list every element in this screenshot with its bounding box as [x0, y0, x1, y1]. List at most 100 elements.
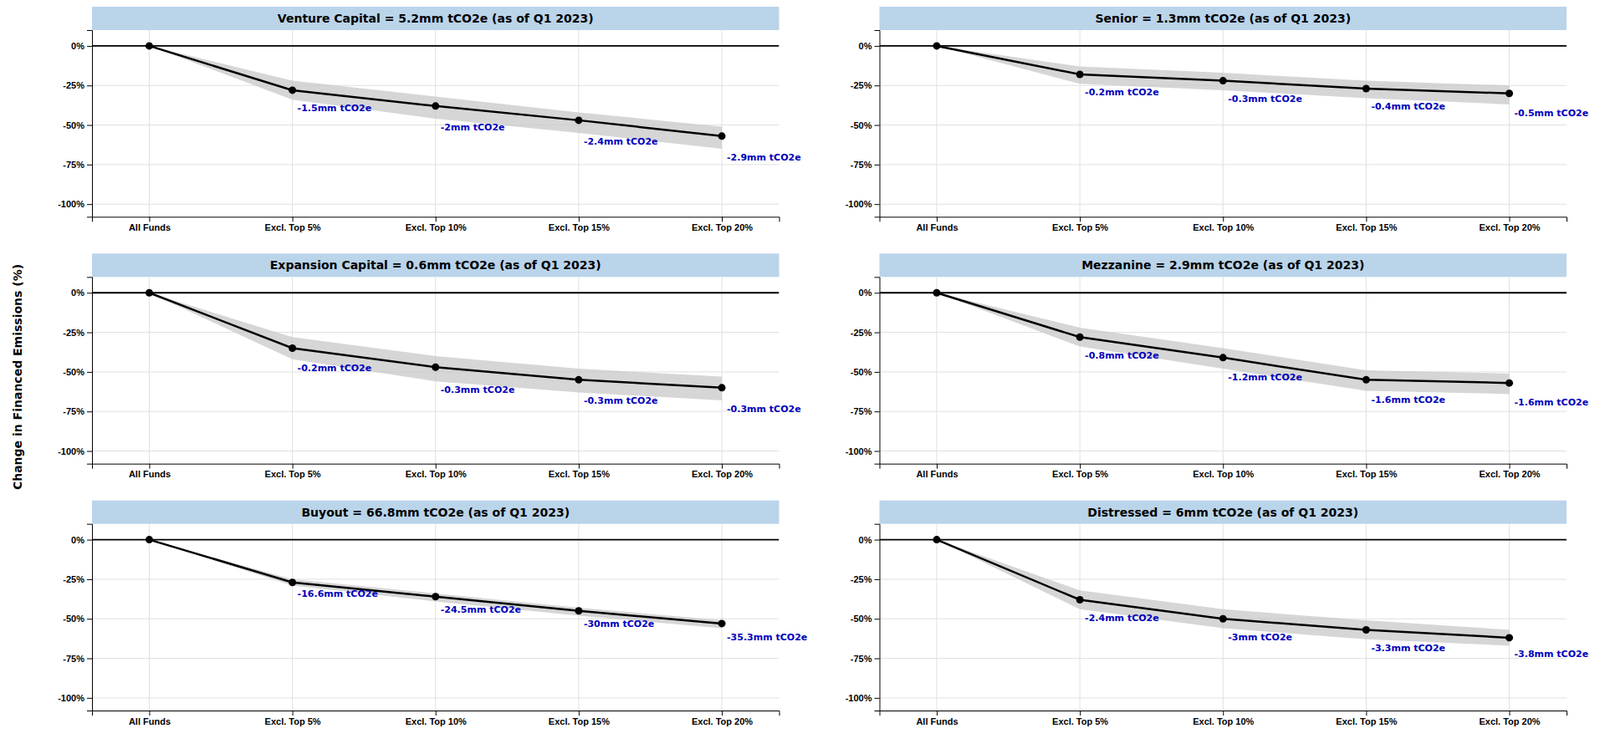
grid-line: [935, 524, 937, 711]
annotation: -2.4mm tCO2e: [583, 136, 659, 148]
y-tick: -50%: [62, 120, 93, 131]
y-tick: -75%: [850, 406, 880, 417]
tick-mark: [1365, 710, 1367, 716]
reference-line: [92, 291, 780, 294]
plot-area: -2.4mm tCO2e-3mm tCO2e-3.3mm tCO2e-3.8mm…: [845, 524, 1589, 727]
axis-line: [874, 524, 881, 711]
y-tick: -100%: [57, 693, 93, 704]
tick-label: All Funds: [128, 469, 171, 480]
tick-label: -75%: [62, 159, 85, 170]
tick-label: -50%: [850, 367, 873, 378]
marker: [1219, 615, 1227, 624]
y-tick: -75%: [850, 654, 880, 665]
axis-line: [92, 711, 781, 717]
tick-mark: [86, 579, 93, 581]
band: [148, 46, 722, 149]
tick-mark: [292, 216, 294, 222]
marks: [879, 536, 1568, 646]
chart-title: Expansion Capital = 0.6mm tCO2e (as of Q…: [270, 258, 602, 272]
annotation: -1.2mm tCO2e: [1227, 372, 1303, 384]
x-tick: All Funds: [915, 710, 958, 727]
tick-label: -75%: [850, 406, 873, 417]
x-tick: Excl. Top 5%: [1052, 710, 1109, 727]
plot-area: -0.2mm tCO2e-0.3mm tCO2e-0.3mm tCO2e-0.3…: [57, 276, 801, 480]
axis-line: [874, 30, 881, 218]
tick-mark: [874, 579, 880, 581]
title-bar: [879, 6, 1568, 31]
tick-label: Excl. Top 15%: [1335, 222, 1397, 233]
tick-label: Excl. Top 15%: [548, 222, 610, 233]
annotation: -3.8mm tCO2e: [1514, 649, 1590, 660]
y-axis: 0%-25%-50%-75%-100%: [57, 30, 93, 218]
marker: [932, 536, 941, 544]
line: [148, 292, 722, 389]
tick-mark: [874, 372, 880, 374]
y-tick: -75%: [62, 654, 93, 665]
tick-mark: [721, 710, 723, 716]
x-tick: Excl. Top 10%: [1192, 710, 1254, 727]
x-tick: Excl. Top 15%: [548, 710, 610, 727]
annotation: -0.3mm tCO2e: [726, 403, 802, 415]
x-axis: All FundsExcl. Top 5%Excl. Top 10%Excl. …: [879, 216, 1568, 233]
grid-line: [879, 45, 1568, 47]
tick-label: Excl. Top 20%: [691, 469, 753, 480]
tick-label: -50%: [62, 367, 85, 378]
y-tick: -50%: [850, 613, 880, 624]
x-axis: All FundsExcl. Top 5%Excl. Top 10%Excl. …: [879, 710, 1568, 727]
tick-mark: [1079, 710, 1081, 716]
axis-line: [86, 30, 93, 218]
title-bar: [92, 6, 780, 31]
marker: [574, 376, 583, 384]
marks: [92, 41, 780, 149]
band: [148, 540, 722, 629]
tick-mark: [86, 618, 93, 620]
tick-mark: [874, 85, 880, 87]
grid-line: [1222, 30, 1224, 217]
tick-mark: [874, 332, 880, 334]
grid-line: [148, 276, 150, 464]
tick-mark: [874, 292, 880, 294]
y-tick: 0%: [71, 535, 93, 546]
x-axis: All FundsExcl. Top 5%Excl. Top 10%Excl. …: [92, 464, 781, 481]
tick-mark: [721, 216, 723, 222]
grid-line: [721, 30, 723, 217]
tick-label: -25%: [62, 80, 85, 91]
tick-label: Excl. Top 10%: [1192, 222, 1254, 233]
y-tick: -100%: [845, 446, 880, 457]
x-tick: Excl. Top 15%: [1335, 216, 1397, 233]
subplot: Mezzanine = 2.9mm tCO2e (as of Q1 2023)-…: [845, 253, 1589, 480]
marker: [288, 86, 297, 94]
marker: [1505, 89, 1514, 98]
tick-label: All Funds: [915, 716, 958, 727]
annotation: -0.3mm tCO2e: [440, 384, 516, 396]
tick-mark: [874, 618, 880, 620]
reference-line: [879, 291, 1568, 294]
grid-line: [148, 524, 150, 711]
x-tick: Excl. Top 20%: [1478, 464, 1540, 481]
grid-line: [1079, 524, 1081, 711]
axis-line: [92, 464, 781, 469]
tick-label: Excl. Top 5%: [265, 716, 322, 727]
axis-line: [879, 464, 1568, 469]
x-tick: Excl. Top 15%: [1335, 464, 1397, 481]
grid: [92, 30, 780, 217]
tick-mark: [874, 46, 880, 47]
marks: [879, 289, 1568, 395]
x-tick: Excl. Top 20%: [691, 216, 753, 233]
tick-mark: [874, 659, 880, 660]
figure: Change in Financed Emissions (%)Venture …: [0, 0, 1600, 754]
y-tick: -75%: [62, 406, 93, 417]
y-tick: -50%: [850, 120, 880, 131]
chart-title: Buyout = 66.8mm tCO2e (as of Q1 2023): [301, 506, 570, 520]
grid: [879, 30, 1568, 217]
tick-mark: [578, 464, 580, 470]
y-axis: 0%-25%-50%-75%-100%: [845, 277, 880, 465]
marks: [92, 536, 780, 629]
y-tick: 0%: [858, 535, 880, 546]
x-tick: Excl. Top 10%: [405, 216, 467, 233]
tick-mark: [1365, 464, 1367, 470]
tick-mark: [148, 710, 150, 716]
marker: [431, 592, 440, 601]
grid-line: [577, 524, 579, 711]
subplot: Senior = 1.3mm tCO2e (as of Q1 2023)-0.2…: [845, 6, 1589, 233]
